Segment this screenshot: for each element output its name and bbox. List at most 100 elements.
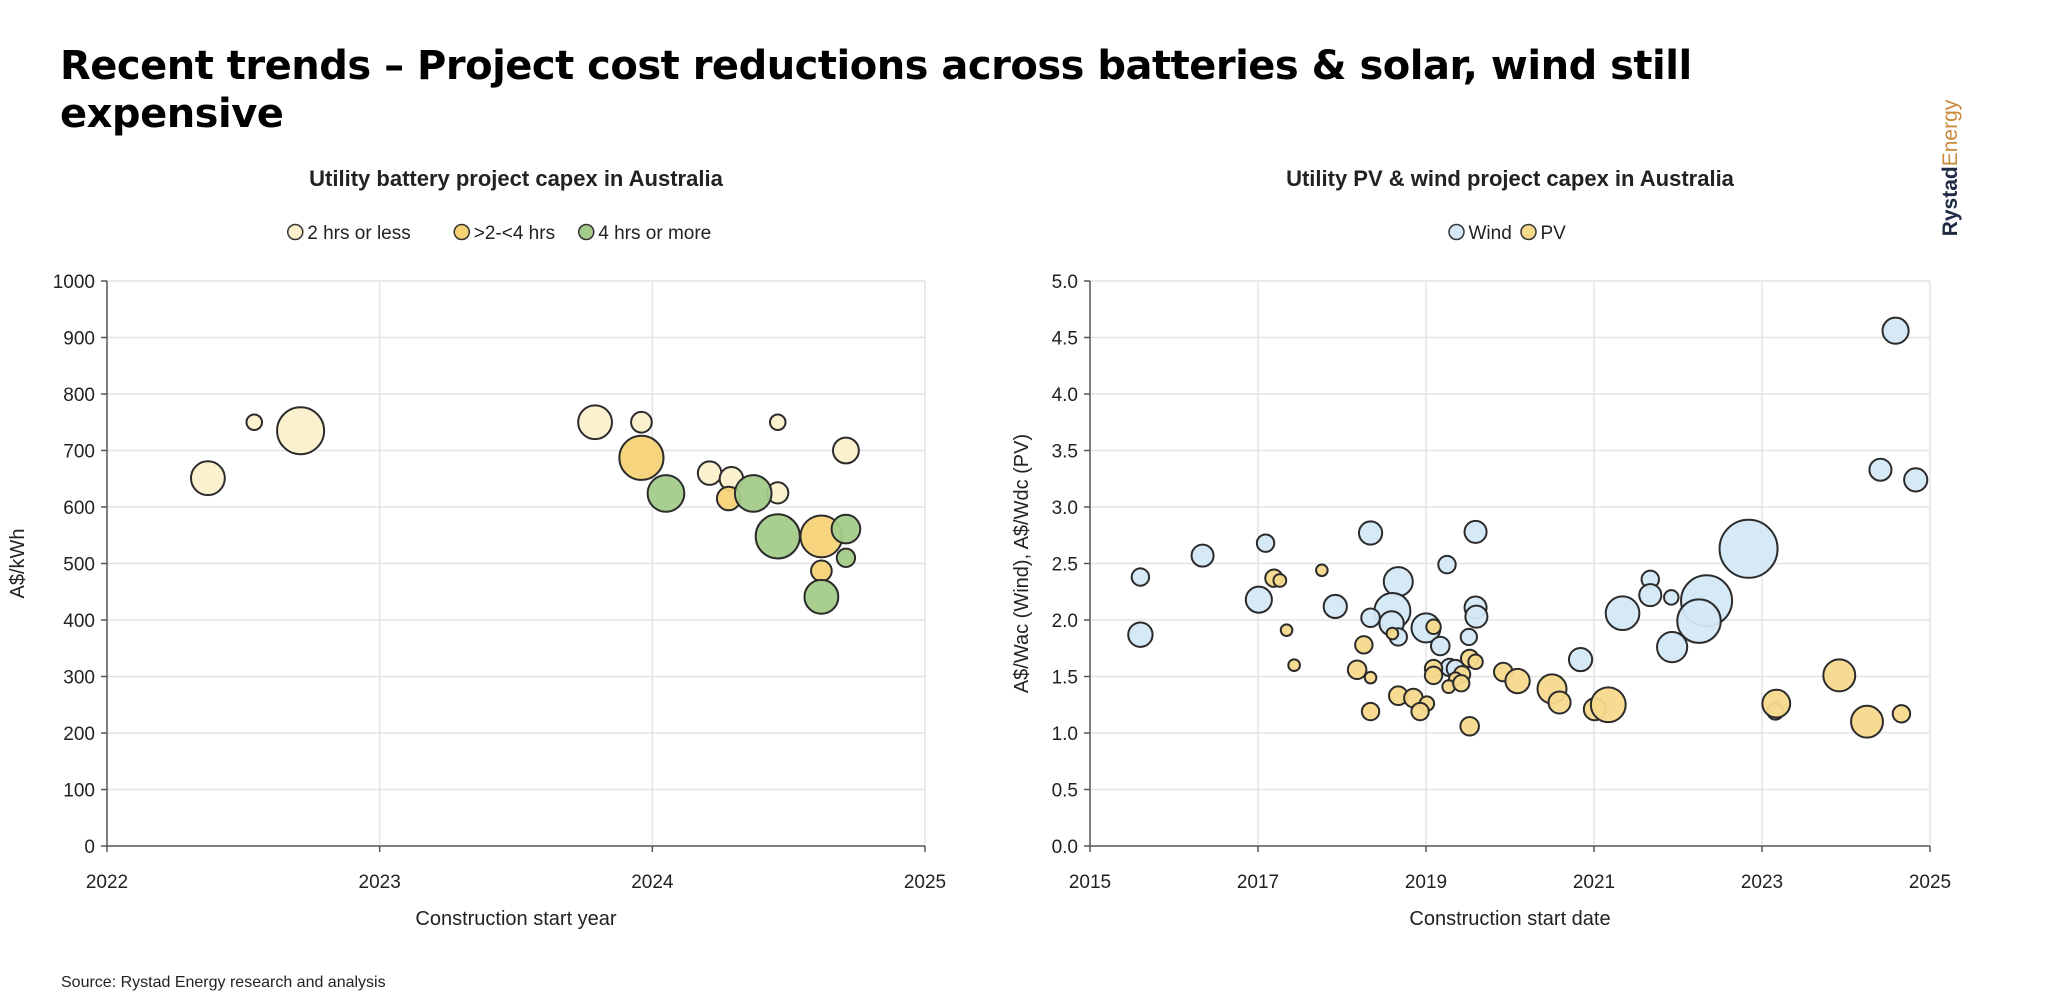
data-point — [1315, 563, 1329, 578]
data-point — [1272, 573, 1288, 588]
x-tick-label: 2019 — [1405, 872, 1447, 893]
data-point — [1467, 653, 1484, 671]
data-point — [733, 474, 773, 513]
legend: Wind PV — [1448, 223, 1567, 244]
data-point — [1822, 658, 1857, 693]
legend-item: 4 hrs or more — [578, 223, 711, 244]
data-point — [1638, 583, 1663, 608]
data-point — [1761, 688, 1792, 719]
x-axis-label: Construction start date — [1409, 908, 1610, 930]
y-axis-label: A$/Wac (Wind), A$/Wdc (PV) — [1011, 434, 1033, 693]
legend-marker — [578, 223, 595, 241]
x-tick-label: 2021 — [1573, 872, 1615, 893]
data-point — [1891, 704, 1912, 724]
legend-label: PV — [1541, 223, 1567, 244]
y-tick-label: 800 — [63, 385, 95, 406]
legend-item: >2-<4 hrs — [453, 223, 555, 244]
data-point — [1127, 621, 1154, 648]
chart-1: Utility battery project capex in Austral… — [7, 166, 946, 930]
chart-title: Utility battery project capex in Austral… — [309, 166, 723, 191]
y-tick-label: 0.0 — [1052, 837, 1078, 858]
data-point — [1459, 715, 1480, 737]
legend-item: PV — [1520, 223, 1567, 244]
data-point — [1382, 566, 1414, 598]
data-point — [830, 513, 862, 545]
data-point — [1423, 665, 1444, 686]
data-point — [1868, 457, 1893, 482]
data-point — [1360, 607, 1381, 629]
data-point — [754, 513, 801, 560]
chart-title: Utility PV & wind project capex in Austr… — [1286, 166, 1735, 191]
data-point — [630, 410, 653, 434]
y-tick-label: 0 — [84, 837, 95, 858]
x-tick-label: 2015 — [1069, 872, 1111, 893]
y-tick-label: 1.0 — [1052, 724, 1078, 745]
data-point — [1459, 627, 1478, 647]
data-point — [1850, 704, 1884, 739]
data-point — [1463, 519, 1488, 544]
data-point — [1547, 690, 1572, 715]
data-point — [1255, 533, 1276, 553]
data-point — [769, 413, 787, 432]
data-point — [1354, 635, 1374, 655]
data-point — [189, 460, 226, 497]
data-point — [1360, 701, 1381, 722]
legend-label: Wind — [1469, 223, 1512, 244]
y-tick-label: 5.0 — [1052, 272, 1078, 293]
data-point — [696, 460, 723, 486]
y-tick-label: 4.0 — [1052, 385, 1078, 406]
series-wind — [1127, 316, 1929, 721]
y-tick-label: 300 — [63, 668, 95, 689]
source-note: Source: Rystad Energy research and analy… — [61, 974, 386, 991]
data-point — [1244, 585, 1273, 614]
x-tick-label: 2023 — [359, 872, 401, 893]
data-point — [1452, 674, 1471, 693]
data-point — [1504, 667, 1531, 695]
legend: 2 hrs or less >2-<4 hrs 4 hrs or more — [287, 223, 711, 244]
legend-marker — [453, 223, 470, 241]
legend-marker — [1520, 223, 1537, 241]
legend-label: 4 hrs or more — [598, 223, 711, 244]
data-point — [1385, 626, 1400, 641]
data-point — [577, 404, 613, 441]
data-point — [835, 547, 857, 569]
y-tick-label: 400 — [63, 611, 95, 632]
legend-item: Wind — [1448, 223, 1512, 244]
y-tick-label: 700 — [63, 442, 95, 463]
data-point — [1676, 598, 1722, 644]
series-2-hrs-or-less — [189, 404, 860, 505]
chart-2: Utility PV & wind project capex in Austr… — [1011, 166, 1951, 930]
data-point — [1881, 316, 1910, 345]
series-pv — [1264, 563, 1912, 739]
legend-marker — [287, 223, 304, 241]
data-point — [1357, 520, 1384, 546]
data-point — [1190, 543, 1215, 568]
data-point — [245, 413, 263, 432]
y-tick-label: 1000 — [53, 272, 95, 293]
data-point — [1437, 554, 1457, 575]
series-4-hrs-or-more — [646, 474, 862, 615]
data-point — [1464, 604, 1489, 629]
data-point — [1589, 686, 1627, 724]
x-tick-label: 2017 — [1237, 872, 1279, 893]
x-tick-label: 2025 — [1909, 872, 1951, 893]
y-tick-label: 3.0 — [1052, 498, 1078, 519]
y-tick-label: 600 — [63, 498, 95, 519]
data-point — [832, 436, 860, 465]
data-point — [1718, 518, 1779, 579]
data-point — [1604, 595, 1641, 632]
data-point — [1346, 659, 1368, 680]
y-tick-label: 1.5 — [1052, 668, 1078, 689]
y-tick-label: 200 — [63, 724, 95, 745]
data-point — [1567, 646, 1594, 673]
data-point — [276, 406, 326, 456]
page-title: Recent trends – Project cost reductions … — [60, 43, 1692, 137]
x-tick-label: 2023 — [1741, 872, 1783, 893]
x-tick-label: 2025 — [904, 872, 946, 893]
y-tick-label: 900 — [63, 329, 95, 350]
data-point — [1130, 567, 1151, 587]
data-point — [1903, 467, 1929, 493]
data-point — [1287, 658, 1301, 673]
data-point — [1322, 593, 1348, 620]
